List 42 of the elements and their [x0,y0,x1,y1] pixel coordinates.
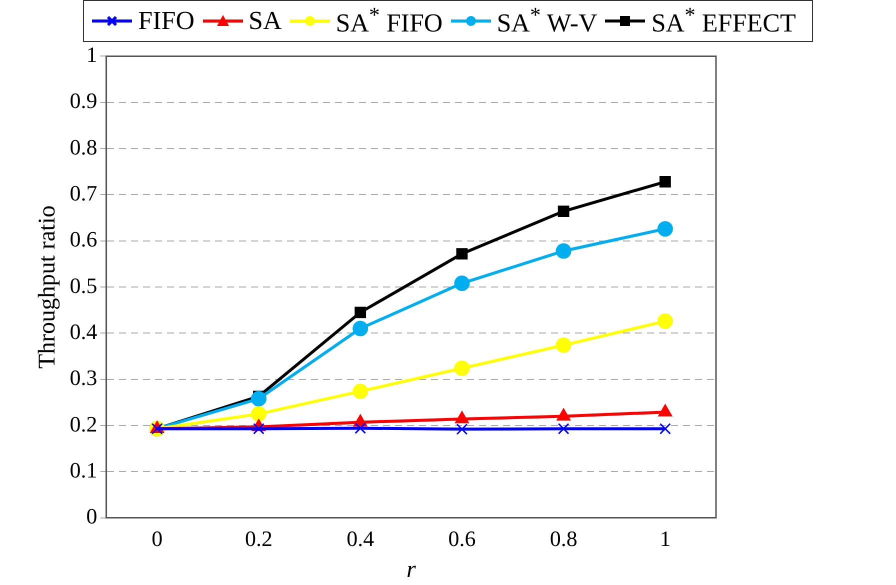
x-tick-label: 0.6 [448,526,476,551]
x-tick-label: 0 [152,526,163,551]
point [556,337,572,353]
x-tick-label: 0.4 [346,526,374,551]
point [558,206,570,217]
legend-label: SA$^{*}$ W-V [496,3,598,39]
y-tick-label: 0.5 [70,272,98,298]
point [454,360,470,376]
legend-label: FIFO [138,6,194,36]
legend-label: SA [248,6,282,36]
x-tick-label: 0.8 [550,526,578,551]
y-tick-label: 0.7 [70,180,98,206]
y-tick-label: 0.4 [70,318,98,344]
point [250,390,266,406]
point [657,313,673,329]
point [456,423,468,435]
point [454,276,470,292]
point [250,406,266,422]
y-tick-label: 1 [86,42,98,67]
point [352,384,368,400]
y-tick-label: 0.8 [70,134,98,160]
x-axis-title: r [406,556,416,583]
x-tick-label: 1 [660,526,671,551]
y-tick-label: 0 [86,504,98,529]
point [659,423,671,434]
y-tick-label: 0.6 [70,226,98,252]
point [456,248,468,260]
y-axis-title: Throughput ratio [34,205,61,369]
y-tick-label: 0.2 [70,411,98,436]
y-tick-label: 0.9 [70,88,98,114]
point [352,320,368,336]
point [659,176,671,188]
point [354,422,366,434]
x-tick-label: 0.2 [244,526,272,551]
y-tick-label: 0.3 [70,365,98,390]
point [556,243,572,259]
y-tick-label: 0.1 [70,457,98,482]
legend-label: SA$^{*}$ FIFO [336,3,443,39]
point [354,306,366,318]
point [657,221,673,237]
legend-label: SA$^{*}$ EFFECT [651,3,796,39]
point [558,423,570,434]
